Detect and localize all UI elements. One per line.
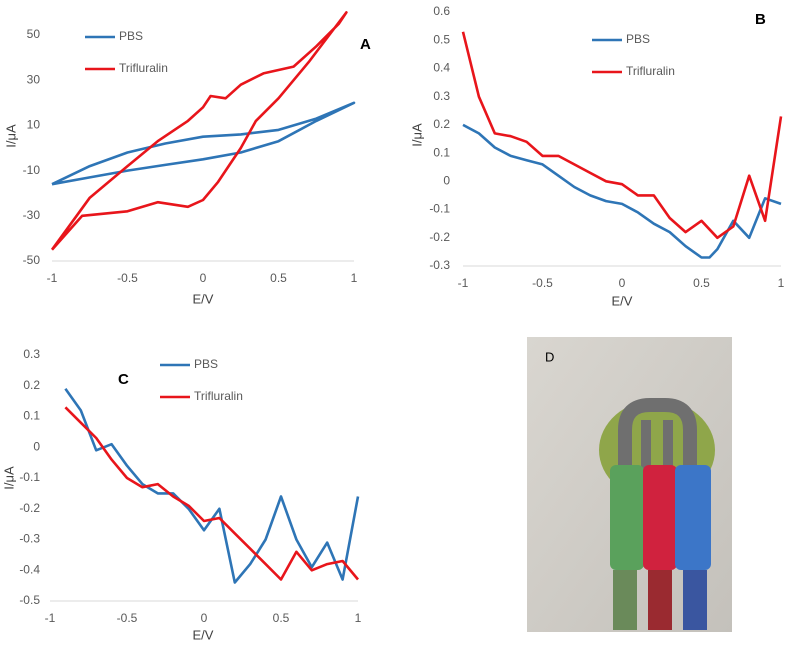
y-tick-label: 30 [27, 72, 41, 86]
chart: -50 -30 -10 10 30 50 -1 -0.5 0 0.5 1 E/V I/μA A PBS Tri… [3, 11, 371, 306]
data-line [64, 388, 360, 584]
x-tick-label: -0.5 [117, 271, 138, 285]
cable-red [648, 570, 672, 630]
clip-red [643, 465, 677, 570]
panel-label: A [360, 36, 371, 53]
legend-label: PBS [194, 357, 218, 371]
x-tick-label: 0 [200, 271, 207, 285]
y-tick-label: 0 [33, 439, 40, 453]
panel-label: C [118, 371, 129, 388]
x-tick-label: 1 [778, 276, 785, 290]
legend-label: Trifluralin [194, 389, 243, 403]
x-tick-label: -1 [458, 276, 469, 290]
x-tick-label: -1 [45, 611, 56, 625]
cable-green [613, 570, 637, 630]
y-tick-label: -0.4 [19, 562, 40, 576]
y-tick-label: 0.2 [23, 378, 40, 392]
y-tick-label: -30 [23, 208, 41, 222]
cable-blue [683, 570, 707, 630]
x-tick-label: -0.5 [532, 276, 553, 290]
y-tick-label: 0.6 [433, 4, 450, 18]
y-tick-label: -0.5 [19, 593, 40, 607]
chart: -0.5 -0.4 -0.3 -0.2 -0.1 0 0.1 0.2 0.3 -1 -0.5 0 0.5… [1, 347, 361, 642]
y-tick-label: 0.3 [433, 89, 450, 103]
legend-label: PBS [119, 29, 143, 43]
y-tick-label: -0.2 [19, 501, 40, 515]
photo: D [527, 337, 732, 632]
x-tick-label: 0.5 [270, 271, 287, 285]
electrode-track [618, 398, 697, 470]
y-tick-label: 10 [27, 118, 41, 132]
x-tick-label: 1 [351, 271, 358, 285]
data-line [64, 406, 359, 581]
x-axis-label: E/V [612, 293, 633, 308]
y-tick-label: 0.1 [433, 145, 450, 159]
panel-label: B [755, 11, 766, 28]
x-tick-label: 0 [619, 276, 626, 290]
y-tick-label: 0.4 [433, 61, 450, 75]
y-tick-label: -10 [23, 163, 41, 177]
x-tick-label: -1 [47, 271, 58, 285]
y-tick-label: 0.5 [433, 32, 450, 46]
y-tick-label: 50 [27, 27, 41, 41]
y-tick-label: -0.1 [429, 202, 450, 216]
chart: -0.3 -0.2 -0.1 0 0.1 0.2 0.3 0.4 0.5 0.6 -1 -0.5 0 0.… [409, 4, 784, 308]
y-tick-label: -0.2 [429, 230, 450, 244]
x-axis-label: E/V [193, 291, 214, 306]
x-axis-label: E/V [193, 627, 214, 642]
y-tick-label: -0.3 [429, 258, 450, 272]
y-tick-label: 0.2 [433, 117, 450, 131]
y-tick-label: -50 [23, 253, 41, 267]
y-tick-label: -0.3 [19, 532, 40, 546]
legend-label: Trifluralin [119, 61, 168, 75]
y-tick-label: 0.3 [23, 347, 40, 361]
legend-label: Trifluralin [626, 64, 675, 78]
x-tick-label: 0 [201, 611, 208, 625]
electrode-track [641, 420, 673, 470]
clip-blue [675, 465, 711, 570]
y-tick-label: -0.1 [19, 470, 40, 484]
clip-green [610, 465, 644, 570]
data-line [51, 101, 356, 186]
y-tick-label: 0.1 [23, 409, 40, 423]
y-axis-label: I/μA [1, 466, 16, 490]
x-tick-label: 0.5 [273, 611, 290, 625]
y-tick-label: 0 [443, 174, 450, 188]
y-axis-label: I/μA [409, 123, 424, 147]
data-line [461, 31, 783, 240]
x-tick-label: -0.5 [117, 611, 138, 625]
x-tick-label: 1 [355, 611, 362, 625]
data-line [50, 11, 348, 251]
y-axis-label: I/μA [3, 124, 18, 148]
legend-label: PBS [626, 32, 650, 46]
panel-label: D [545, 349, 554, 364]
data-line [462, 123, 782, 259]
x-tick-label: 0.5 [693, 276, 710, 290]
